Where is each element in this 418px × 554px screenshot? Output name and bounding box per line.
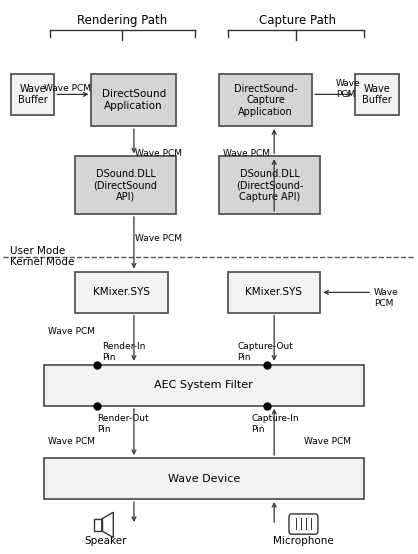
Text: DirectSound-
Capture
Application: DirectSound- Capture Application <box>234 84 298 117</box>
Text: KMixer.SYS: KMixer.SYS <box>93 287 150 297</box>
Text: Render-Out
Pin: Render-Out Pin <box>97 414 148 434</box>
Text: Wave
Buffer: Wave Buffer <box>18 84 48 105</box>
Text: Wave
PCM: Wave PCM <box>336 79 361 99</box>
Text: Wave
Buffer: Wave Buffer <box>362 84 392 105</box>
Text: Render-In
Pin: Render-In Pin <box>102 342 145 362</box>
Text: Capture-Out
Pin: Capture-Out Pin <box>237 342 293 362</box>
Text: Wave Device: Wave Device <box>168 474 240 484</box>
Text: DirectSound
Application: DirectSound Application <box>102 89 166 111</box>
FancyBboxPatch shape <box>75 156 176 214</box>
Text: Capture Path: Capture Path <box>259 14 336 27</box>
Text: KMixer.SYS: KMixer.SYS <box>245 287 303 297</box>
FancyBboxPatch shape <box>227 271 320 312</box>
FancyBboxPatch shape <box>44 365 364 406</box>
Text: DSound.DLL
(DirectSound-
Capture API): DSound.DLL (DirectSound- Capture API) <box>236 168 303 202</box>
Text: Wave PCM: Wave PCM <box>304 437 351 446</box>
FancyBboxPatch shape <box>75 271 168 312</box>
Text: Wave
PCM: Wave PCM <box>374 288 399 307</box>
Text: Wave PCM: Wave PCM <box>48 327 95 336</box>
Text: Wave PCM: Wave PCM <box>48 437 95 446</box>
FancyBboxPatch shape <box>92 74 176 126</box>
Text: Capture-In
Pin: Capture-In Pin <box>251 414 299 434</box>
Text: AEC System Filter: AEC System Filter <box>155 380 253 391</box>
FancyBboxPatch shape <box>355 74 399 115</box>
FancyBboxPatch shape <box>219 74 312 126</box>
FancyBboxPatch shape <box>219 156 320 214</box>
Text: User Mode: User Mode <box>10 245 66 256</box>
FancyBboxPatch shape <box>44 458 364 499</box>
Text: Wave PCM: Wave PCM <box>44 84 92 94</box>
Text: Microphone: Microphone <box>273 536 334 546</box>
Text: Wave PCM: Wave PCM <box>135 149 182 158</box>
Text: Wave PCM: Wave PCM <box>224 149 270 158</box>
Text: Speaker: Speaker <box>84 536 127 546</box>
Text: Kernel Mode: Kernel Mode <box>10 257 74 267</box>
Text: Wave PCM: Wave PCM <box>135 234 182 243</box>
FancyBboxPatch shape <box>11 74 54 115</box>
Text: Rendering Path: Rendering Path <box>77 14 168 27</box>
Text: DSound.DLL
(DirectSound
API): DSound.DLL (DirectSound API) <box>94 168 158 202</box>
